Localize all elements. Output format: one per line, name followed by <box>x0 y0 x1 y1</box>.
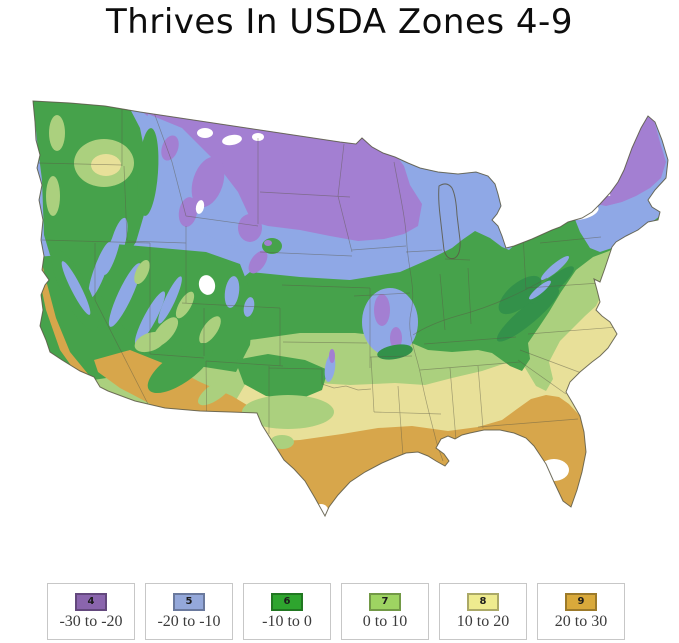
colorado-peaks-purple-2 <box>390 327 402 349</box>
new-england-purple <box>592 116 666 206</box>
legend-item-zone-6: 6 -10 to 0 <box>243 583 331 640</box>
state-borders-plains <box>259 143 443 457</box>
zone-8-range: 10 to 20 <box>456 613 510 630</box>
lake-michigan <box>438 183 461 260</box>
west-idaho-green <box>137 128 159 216</box>
montana-white-patches <box>195 128 264 214</box>
lake-champlain <box>605 171 611 197</box>
ohio-river <box>412 277 548 336</box>
zone-9-swatch: 9 <box>565 593 597 611</box>
state-borders-east <box>419 233 619 441</box>
legend-item-zone-4: 4 -30 to -20 <box>47 583 135 640</box>
columbia-basin-core <box>91 154 121 176</box>
zone-5-swatch: 5 <box>173 593 205 611</box>
zone-9-range: 20 to 30 <box>554 613 608 630</box>
us-outline <box>32 100 669 518</box>
zone-7-range: 0 to 10 <box>362 613 408 630</box>
new-mexico-green <box>235 354 328 400</box>
legend-item-zone-5: 5 -20 to -10 <box>145 583 233 640</box>
zone-6-swatch: 6 <box>271 593 303 611</box>
appalachians-dark-green <box>377 266 574 360</box>
zone-5-range: -20 to -10 <box>157 613 221 630</box>
zone-7-swatch: 7 <box>369 593 401 611</box>
appalachian-ridges-blue <box>529 256 570 300</box>
sierra-crest-blue <box>61 261 91 315</box>
legend-item-zone-9: 9 20 to 30 <box>537 583 625 640</box>
legend-item-zone-8: 8 10 to 20 <box>439 583 527 640</box>
zone4-region <box>128 104 422 241</box>
davis-mountains-light <box>270 435 294 449</box>
page-title: Thrives In USDA Zones 4-9 <box>106 2 573 42</box>
colorado-peaks-purple-1 <box>374 294 390 326</box>
mogollon-rim-green <box>147 342 213 394</box>
zone-8-swatch: 8 <box>467 593 499 611</box>
legend-item-zone-7: 7 0 to 10 <box>341 583 429 640</box>
state-borders-west <box>37 104 375 441</box>
adirondacks-purple <box>573 184 599 212</box>
black-hills-purple <box>264 240 272 246</box>
california-coast-gold <box>37 242 100 386</box>
puget-lowland <box>49 115 65 151</box>
new-mexico-south-light <box>242 395 334 429</box>
sangre-peak-purple <box>329 349 335 363</box>
black-hills-green <box>262 238 282 254</box>
zone-4-range: -30 to -20 <box>59 613 123 630</box>
zone-4-swatch: 4 <box>75 593 107 611</box>
zone-6-range: -10 to 0 <box>262 613 312 630</box>
great-salt-lake <box>198 275 216 295</box>
mississippi-river <box>393 161 444 462</box>
willamette-valley <box>46 176 60 216</box>
zone-legend: 4 -30 to -20 5 -20 to -10 6 -10 to 0 7 0… <box>47 583 625 640</box>
